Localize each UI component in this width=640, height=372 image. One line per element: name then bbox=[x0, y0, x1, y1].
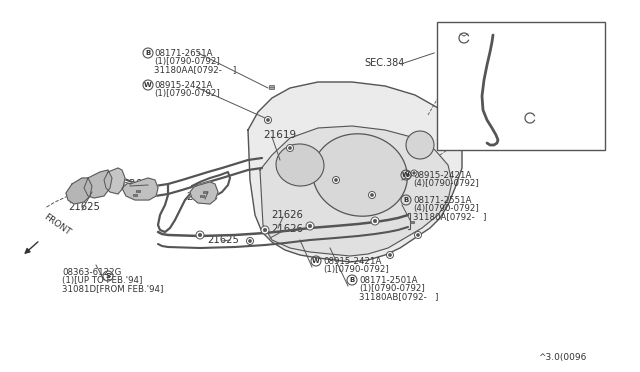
Text: 21626: 21626 bbox=[271, 224, 303, 234]
Circle shape bbox=[287, 144, 294, 151]
Text: 08171-2501A: 08171-2501A bbox=[359, 276, 417, 285]
Bar bbox=[136, 190, 140, 192]
Circle shape bbox=[373, 219, 377, 223]
Text: 31180AB[0792-   ]: 31180AB[0792- ] bbox=[359, 292, 438, 301]
Text: 08915-2421A: 08915-2421A bbox=[154, 81, 212, 90]
Circle shape bbox=[406, 173, 410, 177]
Bar bbox=[410, 221, 414, 223]
Circle shape bbox=[261, 226, 269, 234]
Circle shape bbox=[369, 192, 376, 199]
Text: 21626: 21626 bbox=[186, 192, 218, 202]
Circle shape bbox=[411, 170, 417, 176]
Text: B: B bbox=[145, 50, 150, 56]
Circle shape bbox=[306, 222, 314, 230]
Bar bbox=[203, 191, 207, 193]
Ellipse shape bbox=[313, 134, 407, 216]
Text: ^3.0(0096: ^3.0(0096 bbox=[538, 353, 586, 362]
Text: (1)[0790-0792]: (1)[0790-0792] bbox=[154, 57, 220, 66]
Text: B: B bbox=[349, 277, 355, 283]
Text: SEC.384: SEC.384 bbox=[364, 58, 404, 68]
Text: (1)[0790-0792]: (1)[0790-0792] bbox=[323, 265, 388, 274]
Text: FRONT: FRONT bbox=[42, 212, 72, 237]
Circle shape bbox=[388, 253, 392, 257]
Text: 31081D[FROM FEB.'94]: 31081D[FROM FEB.'94] bbox=[62, 284, 163, 293]
Circle shape bbox=[198, 233, 202, 237]
Text: 31180AA[0792-    ]: 31180AA[0792- ] bbox=[154, 65, 236, 74]
Circle shape bbox=[406, 131, 434, 159]
Circle shape bbox=[289, 147, 292, 150]
Circle shape bbox=[264, 116, 271, 124]
Text: B: B bbox=[403, 197, 408, 203]
Bar bbox=[200, 195, 204, 197]
Text: S: S bbox=[106, 273, 111, 279]
Text: (1)[0790-0792]: (1)[0790-0792] bbox=[154, 89, 220, 98]
Text: 08915-2421A: 08915-2421A bbox=[323, 257, 381, 266]
Bar bbox=[437, 22, 605, 150]
Polygon shape bbox=[260, 126, 452, 256]
Circle shape bbox=[371, 217, 379, 225]
Ellipse shape bbox=[276, 144, 324, 186]
Text: 08171-2551A: 08171-2551A bbox=[413, 196, 472, 205]
Polygon shape bbox=[190, 182, 218, 204]
Bar bbox=[133, 194, 137, 196]
Circle shape bbox=[371, 193, 374, 196]
Text: 21625: 21625 bbox=[207, 235, 239, 245]
Circle shape bbox=[246, 237, 253, 244]
Text: 21626: 21626 bbox=[110, 179, 142, 189]
Circle shape bbox=[404, 171, 412, 179]
Text: 21625: 21625 bbox=[68, 202, 100, 212]
Circle shape bbox=[413, 171, 415, 174]
Text: 21626: 21626 bbox=[271, 210, 303, 220]
Circle shape bbox=[308, 224, 312, 228]
Circle shape bbox=[417, 233, 420, 237]
Text: 31180A[0792-   ]: 31180A[0792- ] bbox=[413, 212, 486, 221]
Circle shape bbox=[248, 240, 252, 243]
Circle shape bbox=[333, 176, 339, 183]
Polygon shape bbox=[104, 168, 125, 194]
Circle shape bbox=[263, 228, 267, 232]
Polygon shape bbox=[84, 170, 112, 198]
Circle shape bbox=[196, 231, 204, 239]
Text: W: W bbox=[144, 82, 152, 88]
Text: 08915-2421A: 08915-2421A bbox=[413, 171, 472, 180]
Text: (1)[0790-0792]: (1)[0790-0792] bbox=[359, 284, 425, 293]
Circle shape bbox=[335, 179, 337, 182]
Text: W: W bbox=[402, 172, 410, 178]
Text: (1)[UP TO FEB.'94]: (1)[UP TO FEB.'94] bbox=[62, 276, 142, 285]
Circle shape bbox=[415, 231, 422, 238]
Text: 21619: 21619 bbox=[263, 130, 296, 140]
Polygon shape bbox=[66, 178, 92, 204]
Text: W: W bbox=[312, 258, 320, 264]
Text: 08363-6122G: 08363-6122G bbox=[62, 268, 122, 277]
Text: 08171-2651A: 08171-2651A bbox=[154, 49, 212, 58]
Bar bbox=[269, 85, 273, 89]
Polygon shape bbox=[122, 178, 158, 200]
Circle shape bbox=[266, 118, 269, 122]
Text: (4)[0790-0792]: (4)[0790-0792] bbox=[413, 204, 479, 213]
Polygon shape bbox=[248, 82, 462, 262]
Text: (4)[0790-0792]: (4)[0790-0792] bbox=[413, 179, 479, 188]
Circle shape bbox=[387, 251, 394, 259]
